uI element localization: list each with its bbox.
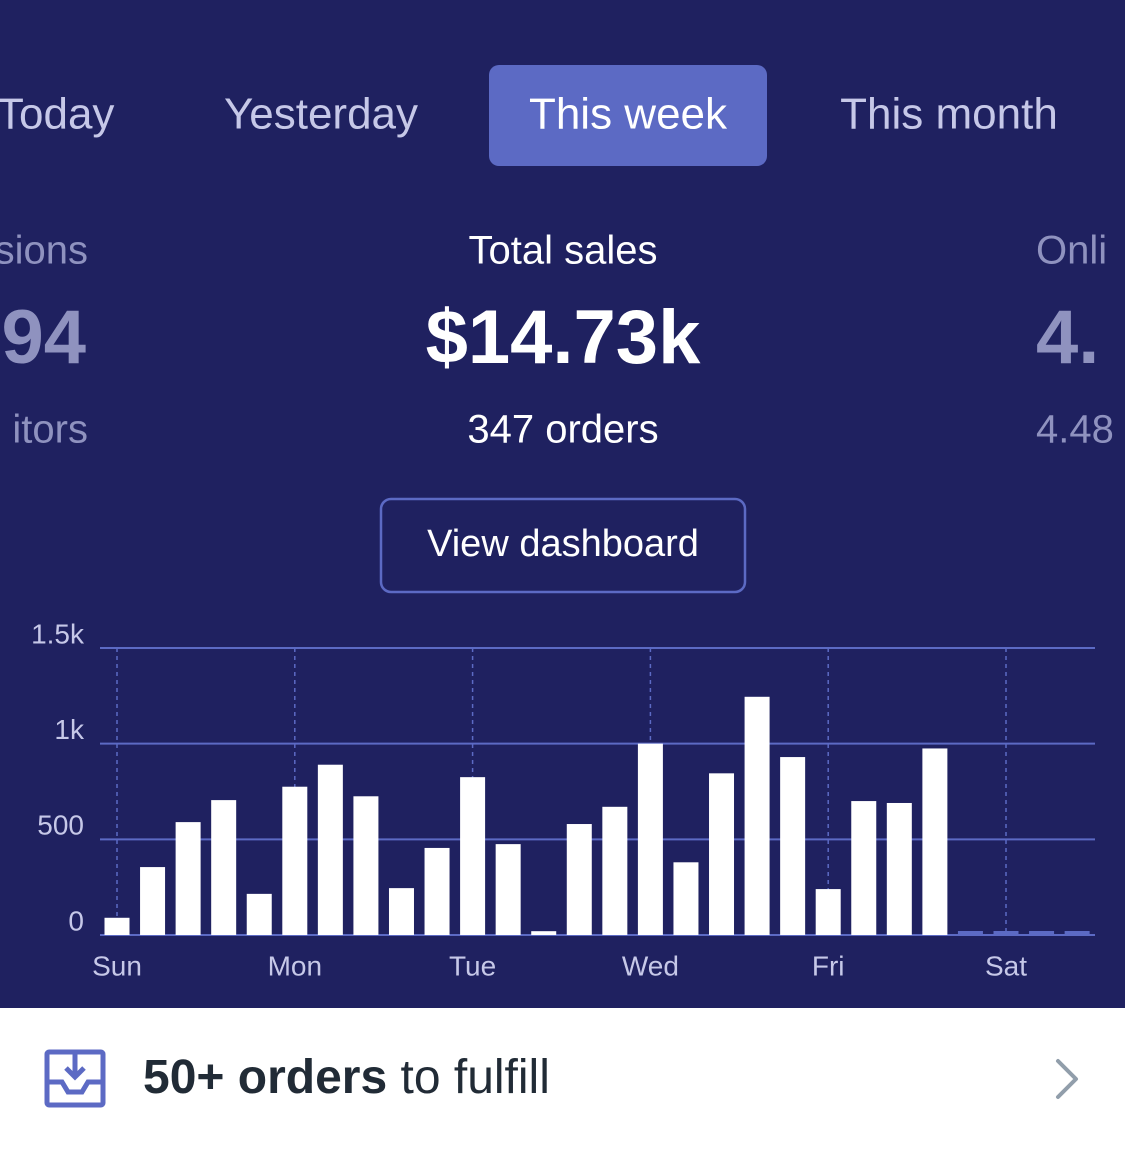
bar — [709, 773, 735, 935]
inbox-icon — [44, 1049, 106, 1108]
stat-label: Onli — [1036, 229, 1107, 273]
chart: 0 500 1k 1.5k Sun Mon Tue Wed Fri Sat — [31, 618, 1095, 981]
empty-bar — [1029, 931, 1055, 935]
bar — [495, 844, 521, 935]
bar — [886, 802, 912, 935]
x-tick-label: Mon — [268, 950, 322, 981]
tab-active[interactable]: This week — [529, 90, 728, 139]
tab[interactable]: This month — [840, 90, 1058, 139]
x-tick-label: Fri — [812, 950, 845, 981]
banner-bg[interactable] — [0, 1008, 1125, 1145]
y-tick-label: 1.5k — [31, 618, 85, 649]
bar — [388, 888, 414, 935]
button-label[interactable]: View dashboard — [427, 523, 699, 565]
bar — [780, 757, 806, 935]
y-tick-label: 0 — [68, 905, 84, 936]
empty-bar — [957, 931, 983, 935]
y-tick-label: 1k — [54, 714, 85, 745]
stat-value: 4. — [1036, 295, 1099, 380]
x-tick-label: Wed — [622, 950, 679, 981]
bar — [353, 796, 379, 935]
bar — [602, 806, 628, 935]
stat-sub: 4.48 — [1036, 408, 1114, 452]
stat-sub: 347 orders — [467, 408, 658, 452]
stat-value: 94 — [1, 295, 86, 380]
stat-label: Total sales — [469, 229, 658, 273]
stat-value: $14.73k — [426, 295, 701, 380]
chevron[interactable] — [1056, 1059, 1078, 1099]
bar — [282, 786, 308, 935]
x-tick-label: Tue — [449, 950, 496, 981]
banner-text[interactable]: 50+ orders to fulfill — [143, 1051, 550, 1104]
bar — [317, 764, 343, 935]
bar — [744, 696, 770, 935]
x-tick-label: Sat — [985, 950, 1027, 981]
tab[interactable]: Today — [0, 90, 114, 139]
bar — [424, 847, 450, 935]
banner-rest: to fulfill — [387, 1051, 550, 1104]
banner-bold: 50+ orders — [143, 1051, 387, 1104]
empty-bar — [1064, 931, 1090, 935]
bar — [246, 893, 272, 935]
bar — [140, 867, 166, 935]
bar — [104, 917, 130, 935]
bar — [531, 931, 557, 935]
bar — [922, 748, 948, 935]
x-tick-label: Sun — [92, 950, 142, 981]
tab[interactable]: Yesterday — [224, 90, 418, 139]
dashboard-button[interactable] — [379, 497, 747, 594]
y-tick-label: 500 — [37, 810, 84, 841]
stat-label: sions — [0, 229, 88, 273]
bar — [851, 801, 877, 935]
bar — [211, 800, 237, 935]
empty-bar — [993, 931, 1019, 935]
bar — [637, 743, 663, 935]
stat-sub: itors — [12, 408, 88, 452]
active-tab-bg[interactable] — [489, 65, 767, 166]
bar — [815, 889, 841, 935]
bar — [566, 824, 592, 935]
bar — [460, 777, 486, 935]
bar — [673, 862, 699, 935]
bar — [175, 822, 201, 935]
